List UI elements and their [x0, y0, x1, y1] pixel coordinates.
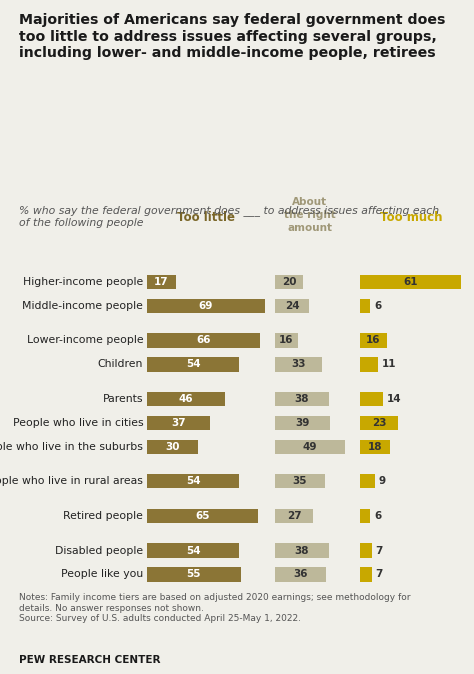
FancyBboxPatch shape [275, 439, 345, 454]
FancyBboxPatch shape [147, 416, 210, 430]
Text: 61: 61 [403, 277, 418, 287]
Text: 30: 30 [165, 441, 180, 452]
FancyBboxPatch shape [360, 474, 375, 489]
Text: 7: 7 [375, 545, 383, 555]
Text: Retired people: Retired people [63, 511, 143, 521]
FancyBboxPatch shape [360, 392, 383, 406]
Text: 33: 33 [291, 359, 306, 369]
FancyBboxPatch shape [147, 543, 239, 557]
FancyBboxPatch shape [147, 357, 239, 371]
Text: Parents: Parents [103, 394, 143, 404]
Text: 38: 38 [295, 545, 309, 555]
FancyBboxPatch shape [275, 509, 313, 523]
FancyBboxPatch shape [275, 275, 303, 289]
Text: People like you: People like you [61, 570, 143, 580]
FancyBboxPatch shape [147, 439, 198, 454]
FancyBboxPatch shape [360, 543, 372, 557]
FancyBboxPatch shape [275, 474, 325, 489]
Text: Middle-income people: Middle-income people [22, 301, 143, 311]
FancyBboxPatch shape [147, 334, 260, 348]
Text: 20: 20 [282, 277, 296, 287]
FancyBboxPatch shape [360, 275, 461, 289]
Text: 54: 54 [186, 545, 201, 555]
Text: 11: 11 [382, 359, 397, 369]
Text: People who live in rural areas: People who live in rural areas [0, 477, 143, 487]
FancyBboxPatch shape [275, 416, 330, 430]
FancyBboxPatch shape [147, 474, 239, 489]
FancyBboxPatch shape [147, 275, 176, 289]
Text: People who live in the suburbs: People who live in the suburbs [0, 441, 143, 452]
Text: 55: 55 [187, 570, 201, 580]
FancyBboxPatch shape [275, 392, 329, 406]
FancyBboxPatch shape [360, 357, 378, 371]
Text: 35: 35 [292, 477, 307, 487]
Text: 49: 49 [302, 441, 317, 452]
Text: 6: 6 [374, 511, 381, 521]
Text: PEW RESEARCH CENTER: PEW RESEARCH CENTER [19, 655, 161, 665]
FancyBboxPatch shape [275, 334, 298, 348]
Text: 16: 16 [279, 336, 293, 346]
FancyBboxPatch shape [360, 509, 370, 523]
Text: Disabled people: Disabled people [55, 545, 143, 555]
Text: 46: 46 [179, 394, 193, 404]
Text: 14: 14 [387, 394, 402, 404]
FancyBboxPatch shape [147, 509, 258, 523]
Text: 37: 37 [171, 418, 186, 428]
Text: 6: 6 [374, 301, 381, 311]
Text: 17: 17 [154, 277, 169, 287]
Text: 54: 54 [186, 477, 201, 487]
Text: 36: 36 [293, 570, 308, 580]
Text: Notes: Family income tiers are based on adjusted 2020 earnings; see methodology : Notes: Family income tiers are based on … [19, 593, 410, 623]
FancyBboxPatch shape [147, 392, 226, 406]
Text: About
the right
amount: About the right amount [284, 197, 336, 233]
FancyBboxPatch shape [360, 299, 370, 313]
FancyBboxPatch shape [360, 439, 390, 454]
Text: People who live in cities: People who live in cities [12, 418, 143, 428]
FancyBboxPatch shape [360, 568, 372, 582]
Text: Majorities of Americans say federal government does
too little to address issues: Majorities of Americans say federal gove… [19, 13, 446, 60]
FancyBboxPatch shape [360, 416, 398, 430]
Text: 38: 38 [295, 394, 309, 404]
Text: 65: 65 [195, 511, 210, 521]
Text: 9: 9 [379, 477, 386, 487]
FancyBboxPatch shape [275, 357, 322, 371]
Text: 18: 18 [368, 441, 383, 452]
Text: Higher-income people: Higher-income people [23, 277, 143, 287]
Text: 27: 27 [287, 511, 301, 521]
Text: 54: 54 [186, 359, 201, 369]
Text: % who say the federal government does ___ to address issues affecting each
of th: % who say the federal government does __… [19, 206, 439, 228]
Text: 69: 69 [199, 301, 213, 311]
FancyBboxPatch shape [147, 568, 241, 582]
Text: 23: 23 [372, 418, 387, 428]
Text: 39: 39 [295, 418, 310, 428]
FancyBboxPatch shape [275, 299, 309, 313]
Text: Children: Children [98, 359, 143, 369]
Text: 24: 24 [285, 301, 299, 311]
FancyBboxPatch shape [147, 299, 264, 313]
FancyBboxPatch shape [275, 543, 329, 557]
FancyBboxPatch shape [275, 568, 326, 582]
Text: 66: 66 [196, 336, 210, 346]
Text: Too little: Too little [177, 211, 235, 224]
Text: Lower-income people: Lower-income people [27, 336, 143, 346]
FancyBboxPatch shape [360, 334, 387, 348]
Text: 7: 7 [375, 570, 383, 580]
Text: 16: 16 [366, 336, 381, 346]
Text: Too much: Too much [380, 211, 442, 224]
